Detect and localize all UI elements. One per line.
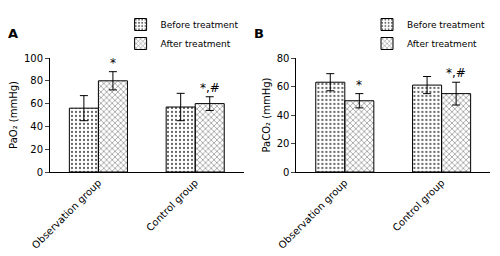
svg-text:Observation group: Observation group <box>276 177 350 251</box>
svg-text:A: A <box>8 26 18 41</box>
svg-text:PaO₂ (mmHg): PaO₂ (mmHg) <box>8 81 19 149</box>
svg-text:20: 20 <box>277 138 290 149</box>
svg-text:20: 20 <box>30 144 43 155</box>
svg-text:*,#: *,# <box>200 81 220 95</box>
svg-text:100: 100 <box>24 53 43 64</box>
svg-text:Control group: Control group <box>390 177 446 233</box>
svg-text:40: 40 <box>30 121 43 132</box>
svg-text:60: 60 <box>277 81 290 92</box>
svg-text:*: * <box>110 56 116 70</box>
svg-text:Control group: Control group <box>144 177 200 233</box>
svg-text:Before treatment: Before treatment <box>407 20 485 30</box>
svg-text:Before treatment: Before treatment <box>161 20 239 30</box>
svg-text:After treatment: After treatment <box>161 39 231 49</box>
svg-text:40: 40 <box>277 110 290 121</box>
svg-text:B: B <box>254 26 264 41</box>
svg-text:80: 80 <box>30 75 43 86</box>
svg-text:PaCO₂ (mmHg): PaCO₂ (mmHg) <box>261 77 272 152</box>
svg-text:60: 60 <box>30 98 43 109</box>
svg-text:After treatment: After treatment <box>407 39 477 49</box>
svg-text:0: 0 <box>283 167 289 178</box>
svg-text:*,#: *,# <box>446 66 466 80</box>
svg-text:Observation group: Observation group <box>30 177 104 251</box>
svg-text:80: 80 <box>277 53 290 64</box>
svg-text:*: * <box>356 78 362 92</box>
svg-text:0: 0 <box>37 167 43 178</box>
